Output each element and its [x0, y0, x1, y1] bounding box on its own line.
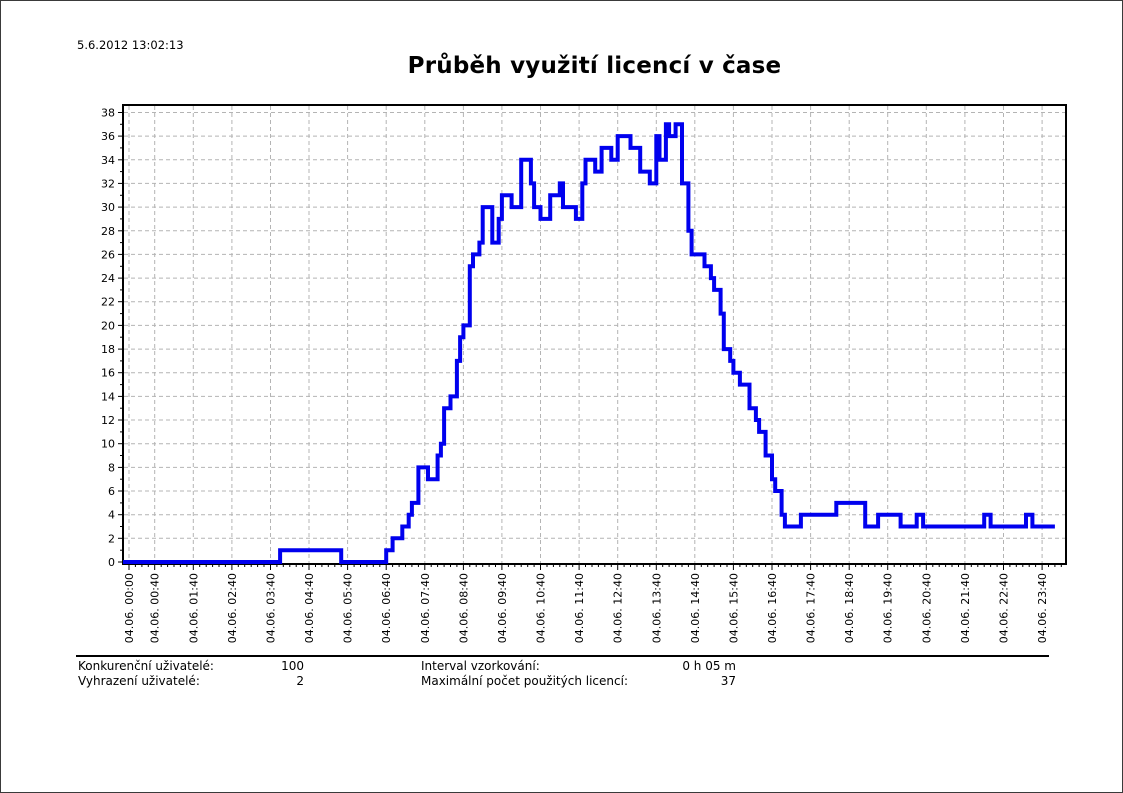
y-axis-label: 20 [101, 319, 115, 332]
x-axis-label: 04.06. 19:40 [882, 573, 895, 643]
y-axis-label: 12 [101, 414, 115, 427]
x-axis-label: 04.06. 14:40 [689, 573, 702, 643]
x-axis-label: 04.06. 23:40 [1036, 573, 1049, 643]
footer-value-concurrent-users: 100 [281, 659, 304, 673]
x-axis-label: 04.06. 09:40 [496, 573, 509, 643]
footer-separator [76, 655, 1049, 657]
y-axis-label: 0 [108, 556, 115, 569]
footer-label-max-licenses: Maximální počet použitých licencí: [421, 674, 628, 688]
y-axis-label: 6 [108, 485, 115, 498]
x-axis-label: 04.06. 10:40 [535, 573, 548, 643]
footer-label-concurrent-users: Konkurenční uživatelé: [78, 659, 214, 673]
v-gridlines [128, 106, 1043, 563]
y-axis-label: 8 [108, 461, 115, 474]
x-axis-label: 04.06. 03:40 [265, 573, 278, 643]
x-axis-label: 04.06. 04:40 [303, 573, 316, 643]
x-axis-label: 04.06. 00:00 [123, 573, 136, 643]
x-axis-label: 04.06. 13:40 [650, 573, 663, 643]
y-axis-label: 18 [101, 343, 115, 356]
x-axis-label: 04.06. 06:40 [380, 573, 393, 643]
y-axis-label: 22 [101, 296, 115, 309]
x-axis-label: 04.06. 01:40 [187, 573, 200, 643]
x-axis-label: 04.06. 21:40 [959, 573, 972, 643]
footer-label-sampling-interval: Interval vzorkování: [421, 659, 540, 673]
x-axis-label: 04.06. 12:40 [612, 573, 625, 643]
y-axis-label: 30 [101, 201, 115, 214]
x-axis-label: 04.06. 05:40 [342, 573, 355, 643]
footer-value-sampling-interval: 0 h 05 m [682, 659, 736, 673]
report-timestamp: 5.6.2012 13:02:13 [77, 38, 184, 52]
license-usage-line [123, 122, 1055, 564]
y-axis-label: 10 [101, 438, 115, 451]
x-axis-label: 04.06. 02:40 [226, 573, 239, 643]
x-axis-label: 04.06. 08:40 [457, 573, 470, 643]
usage-chart-svg: 0246810121416182022242628303234363804.06… [101, 104, 1067, 643]
footer-label-reserved-users: Vyhrazení uživatelé: [78, 674, 200, 688]
y-axis-label: 34 [101, 154, 115, 167]
y-axis-label: 16 [101, 367, 115, 380]
y-axis-label: 28 [101, 225, 115, 238]
y-axis-label: 24 [101, 272, 115, 285]
page-title: Průběh využití licencí v čase [407, 53, 782, 79]
y-axis-label: 26 [101, 248, 115, 261]
y-axis-label: 2 [108, 532, 115, 545]
y-axis-label: 38 [101, 107, 115, 120]
footer-value-reserved-users: 2 [296, 674, 304, 688]
x-axis-label: 04.06. 17:40 [805, 573, 818, 643]
x-axis-labels: 04.06. 00:00 04.06. 00:40 04.06. 01:40 04.0… [123, 573, 1049, 643]
y-axis-label: 32 [101, 177, 115, 190]
x-axis-label: 04.06. 00:40 [149, 573, 162, 643]
x-axis-label: 04.06. 20:40 [920, 573, 933, 643]
x-axis-label: 04.06. 18:40 [843, 573, 856, 643]
h-gridlines [124, 112, 1065, 539]
y-axis-label: 36 [101, 130, 115, 143]
x-axis-label: 04.06. 22:40 [998, 573, 1011, 643]
plot-border [122, 104, 1067, 565]
x-axis-label: 04.06. 15:40 [727, 573, 740, 643]
x-axis-label: 04.06. 11:40 [573, 573, 586, 643]
footer-value-max-licenses: 37 [720, 674, 736, 688]
x-axis-label: 04.06. 16:40 [766, 573, 779, 643]
usage-chart: 0 2 4 6 8 10 12 14 16 18 20 22 24 26 28 30 32 34 36 38 04.06… [1, 1, 1122, 681]
y-axis-label: 4 [108, 509, 115, 522]
x-axis-label: 04.06. 07:40 [419, 573, 432, 643]
y-axis-label: 14 [101, 390, 115, 403]
